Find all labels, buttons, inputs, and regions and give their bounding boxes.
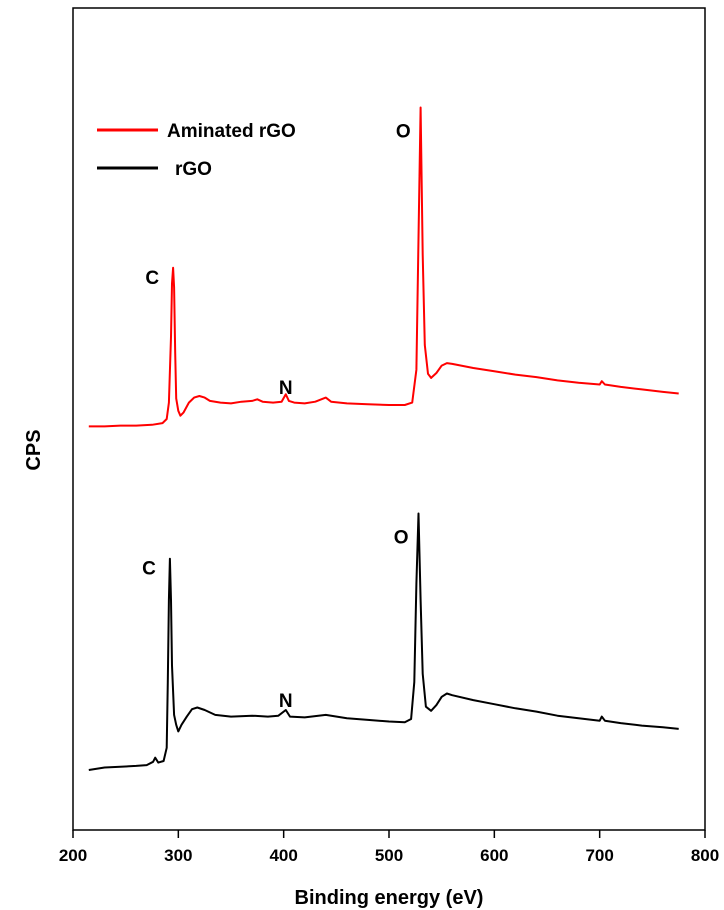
- series-line-aminated-rgo: [88, 106, 679, 428]
- legend-label-1: rGO: [175, 159, 212, 180]
- peak-label-c-1: C: [142, 559, 156, 580]
- peak-label-o-1: O: [394, 528, 409, 549]
- peak-label-c-0: C: [145, 268, 159, 289]
- peak-label-n-0: N: [279, 378, 293, 399]
- x-axis-label: Binding energy (eV): [295, 887, 484, 909]
- x-tick-label-800: 800: [691, 846, 719, 865]
- series-layer: [88, 106, 679, 771]
- peak-label-n-1: N: [279, 691, 293, 712]
- x-tick-label-700: 700: [585, 846, 613, 865]
- peak-label-o-0: O: [396, 121, 411, 142]
- x-axis-ticks: 200 300 400 500 600 700 800: [59, 830, 719, 865]
- x-tick-label-300: 300: [164, 846, 192, 865]
- x-tick-label-200: 200: [59, 846, 87, 865]
- x-tick-label-400: 400: [269, 846, 297, 865]
- legend: Aminated rGO rGO: [97, 121, 296, 180]
- x-tick-label-500: 500: [375, 846, 403, 865]
- legend-label-0: Aminated rGO: [167, 121, 296, 142]
- peak-labels: C N O C N O: [142, 121, 410, 712]
- x-tick-label-600: 600: [480, 846, 508, 865]
- series-line-rgo: [88, 512, 679, 771]
- y-axis-label: CPS: [23, 429, 45, 470]
